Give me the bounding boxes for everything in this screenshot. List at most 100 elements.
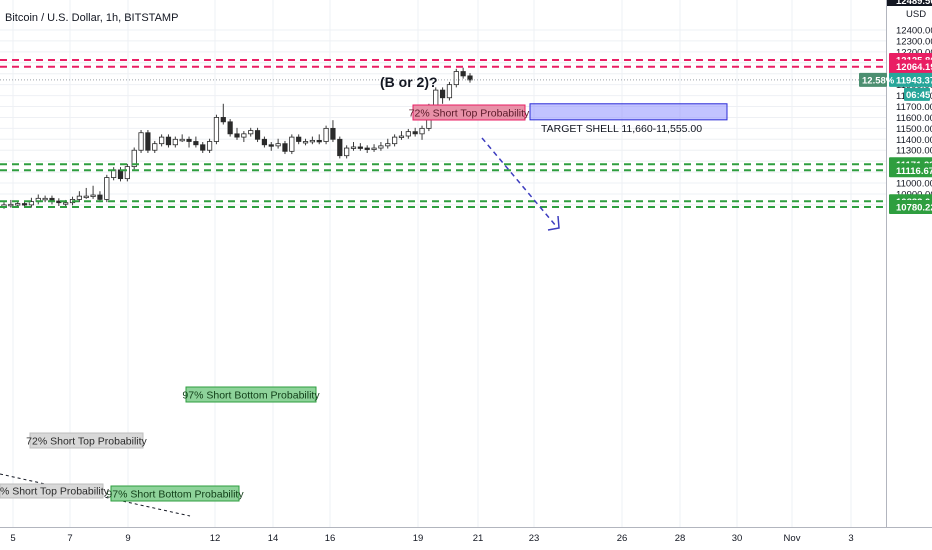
candle-body xyxy=(15,203,21,206)
candle-body xyxy=(275,143,281,147)
candle-body xyxy=(186,138,192,142)
chart-title: Bitcoin / U.S. Dollar, 1h, BITSTAMP xyxy=(5,12,178,24)
y-tick-label: 11500.00 xyxy=(896,124,932,135)
y-tick-label: 11300.00 xyxy=(896,146,932,157)
currency-label: USD xyxy=(906,9,926,20)
candle-body xyxy=(460,71,466,77)
candle-body xyxy=(405,131,411,137)
candle-body xyxy=(21,203,28,206)
candle-body xyxy=(172,138,178,146)
candle-body xyxy=(104,177,110,200)
candle-body xyxy=(385,143,391,147)
target-label: TARGET SHELL 11,660-11,555.00 xyxy=(541,123,702,135)
candle-body xyxy=(412,131,418,135)
x-tick-label: 7 xyxy=(67,533,72,544)
candle-body xyxy=(419,127,425,135)
candle-body xyxy=(165,136,172,146)
candle-body xyxy=(76,195,82,200)
price-axis[interactable]: 12400.0012300.0012200.0012100.0012000.00… xyxy=(0,0,932,528)
annotation-layer: 72% Short Top Probability 97% Short Botto… xyxy=(0,74,728,502)
y-tick-label: 11600.00 xyxy=(896,113,932,124)
y-tick-label: 11400.00 xyxy=(896,135,932,146)
candle-body xyxy=(261,138,268,146)
projection-arrowhead xyxy=(547,215,560,231)
x-tick-label: 21 xyxy=(473,533,484,544)
candle-body xyxy=(364,147,370,150)
x-tick-label: 12 xyxy=(210,533,221,544)
candle-body xyxy=(145,132,151,151)
annotation-label: 0% Short Top Probability xyxy=(0,486,110,498)
candle-body xyxy=(179,138,185,142)
candle-body xyxy=(467,75,473,81)
annotation-label: 72% Short Top Probability xyxy=(26,436,147,448)
top-clipped-tag xyxy=(887,0,932,6)
candle-body xyxy=(193,141,199,146)
candle-body xyxy=(241,133,247,138)
annotation-label: 97% Short Bottom Probability xyxy=(182,390,320,402)
price-level-tag xyxy=(889,200,932,215)
x-tick-label: 26 xyxy=(617,533,628,544)
price-level-tag-label: 11116.67 xyxy=(896,166,932,177)
x-tick-label: 16 xyxy=(325,533,336,544)
candle-body xyxy=(83,195,89,199)
target-box xyxy=(529,103,728,121)
change-label: 12.58% xyxy=(862,75,895,86)
price-axis-bg xyxy=(886,0,932,527)
y-tick-label: 12400.00 xyxy=(896,26,932,37)
countdown-label: 06:45 xyxy=(906,90,931,101)
candle-body xyxy=(152,143,158,151)
x-tick-label: 30 xyxy=(732,533,743,544)
projection-arrow xyxy=(481,137,557,227)
candle-body xyxy=(296,136,302,142)
current-price-tag xyxy=(889,72,932,87)
level-layer xyxy=(0,58,886,209)
candle-body xyxy=(323,127,329,142)
candle-body xyxy=(453,71,459,86)
y-tick-label: 12200.00 xyxy=(896,47,932,58)
x-tick-label: 9 xyxy=(125,533,130,544)
candle-body xyxy=(159,136,165,145)
price-level-tag-label: 10780.22 xyxy=(896,203,932,214)
price-level-tag xyxy=(889,59,932,74)
candle-body xyxy=(220,117,226,123)
candle-body xyxy=(398,135,405,138)
candle-body xyxy=(316,139,322,143)
y-tick-label: 11700.00 xyxy=(896,102,932,113)
x-tick-label: 19 xyxy=(413,533,424,544)
candle-body xyxy=(206,141,213,151)
candle-body xyxy=(282,143,288,152)
candle-body xyxy=(371,147,377,150)
candle-body xyxy=(63,202,69,205)
candle-body xyxy=(392,136,398,145)
candle-body xyxy=(42,197,48,201)
candle-body xyxy=(234,133,240,138)
candle-body xyxy=(302,141,309,144)
candle-body xyxy=(8,203,14,207)
candle-body xyxy=(97,194,103,200)
time-axis[interactable]: 5 7 9 12 14 16 19 21 23 26 28 30 Nov 3 xyxy=(10,533,853,544)
candle-body xyxy=(350,146,357,149)
candle-body xyxy=(227,121,233,135)
x-tick-label: 14 xyxy=(268,533,279,544)
annotation-box xyxy=(412,104,526,121)
top-clipped-label: 12489.50 xyxy=(896,0,932,7)
candle-body xyxy=(378,145,384,149)
annotation-label: 97% Short Bottom Probability xyxy=(106,489,244,501)
candle-body xyxy=(248,130,254,135)
candle-body xyxy=(446,84,453,99)
candle-body xyxy=(28,201,35,206)
x-tick-label: 3 xyxy=(848,533,853,544)
candle-body xyxy=(124,166,130,180)
candle-body xyxy=(357,146,363,149)
candle-body xyxy=(309,139,315,143)
annotation-box xyxy=(185,386,317,403)
change-tag xyxy=(859,72,887,87)
candle-body xyxy=(200,144,206,151)
y-tick-label: 11000.00 xyxy=(896,179,932,190)
annotation-label: 72% Short Top Probability xyxy=(409,108,530,120)
x-tick-label: 23 xyxy=(529,533,540,544)
x-tick-label: Nov xyxy=(784,533,801,544)
candle-body xyxy=(268,144,274,147)
candle-body xyxy=(213,117,220,142)
